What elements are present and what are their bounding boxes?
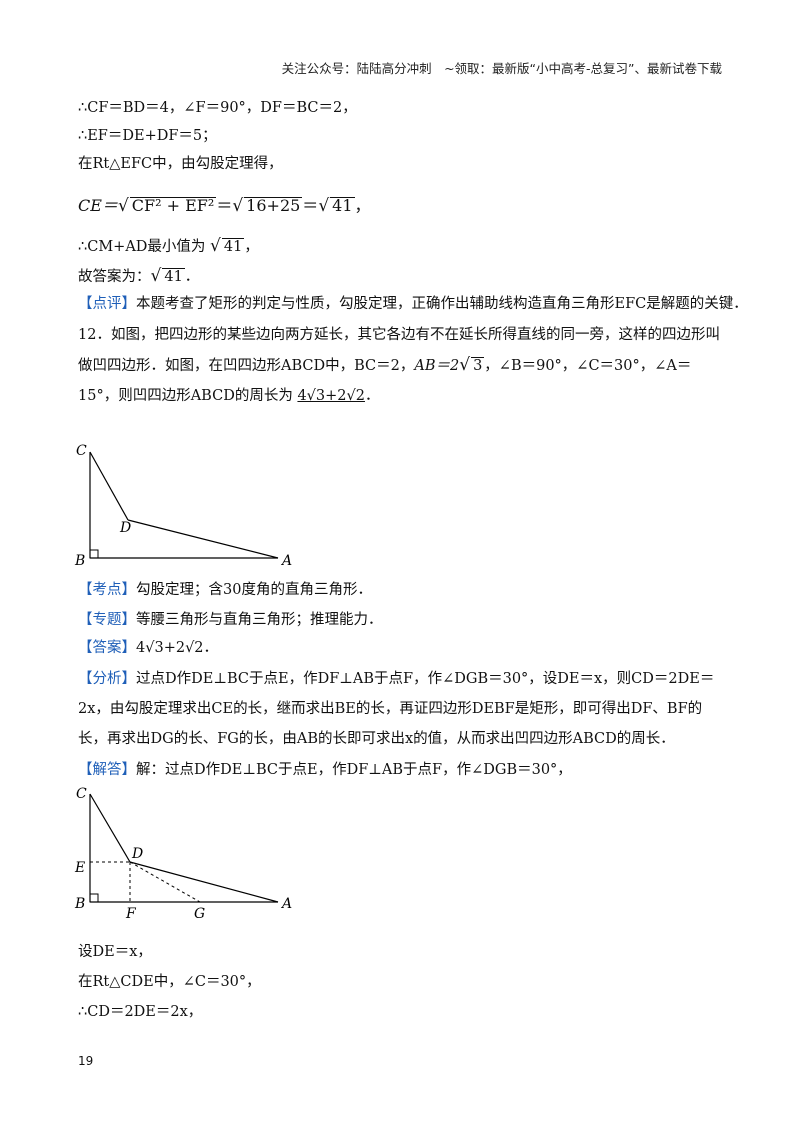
kaodian-tag: 【考点】	[78, 582, 136, 598]
fig1-label-c: C	[76, 443, 87, 459]
question-12-text-a: 12．如图，把四边形的某些边向两方延长，其它各边有不在延长所得直线的同一旁，这样…	[78, 327, 720, 374]
zhuanti-tag: 【专题】	[78, 612, 136, 628]
radicand-2: 16+25	[244, 196, 303, 215]
fig2-label-g: G	[194, 906, 205, 920]
comment-tag: 【点评】	[78, 296, 136, 312]
fig2-label-b: B	[74, 896, 85, 912]
step-3: ∴CD＝2DE＝2x，	[78, 1004, 203, 1020]
line-answer-rad: 41	[162, 268, 185, 285]
fig1-label-d: D	[119, 520, 131, 536]
jieda-text: 解：过点D作DE⊥BC于点E，作DF⊥AB于点F，作∠DGB＝30°，	[136, 762, 572, 778]
step-1: 设DE＝x，	[78, 944, 152, 960]
fig2-label-a: A	[280, 896, 292, 912]
line-min-text: ∴CM+AD最小值为	[78, 239, 206, 255]
page-number: 19	[78, 1054, 94, 1068]
question-12-ab: AB＝2	[414, 358, 460, 374]
fenxi-text: 过点D作DE⊥BC于点E，作DF⊥AB于点F，作∠DGB＝30°，设DE＝x，则…	[78, 671, 715, 747]
line-3: 在Rt△EFC中，由勾股定理得，	[78, 156, 283, 172]
radicand-1: CF² + EF²	[129, 196, 217, 215]
daan-tag: 【答案】	[78, 640, 136, 656]
question-12: 12．如图，把四边形的某些边向两方延长，其它各边有不在延长所得直线的同一旁，这样…	[78, 327, 720, 404]
question-12-text-b: ，∠B＝90°，∠C＝30°，∠A＝15°，则凹四边形ABCD的周长为	[78, 358, 692, 404]
line-2: ∴EF＝DE+DF＝5；	[78, 128, 217, 144]
daan-line: 【答案】4√3+2√2．	[78, 638, 218, 658]
question-12-answer: 4√3+2√2	[297, 388, 365, 404]
formula-ce-label: CE＝	[78, 196, 118, 215]
line-min: ∴CM+AD最小值为 √ 41，	[78, 236, 259, 256]
formula-ce: CE＝√ CF² + EF² ＝√ 16+25 ＝√ 41，	[78, 196, 371, 216]
line-answer-text: 故答案为：	[78, 269, 151, 285]
line-1: ∴CF＝BD＝4，∠F＝90°，DF＝BC＝2，	[78, 100, 357, 116]
daan-text: 4√3+2√2．	[136, 640, 219, 656]
fig2-label-e: E	[74, 860, 85, 876]
fenxi-block: 【分析】过点D作DE⊥BC于点E，作DF⊥AB于点F，作∠DGB＝30°，设DE…	[78, 664, 726, 754]
zhuanti-line: 【专题】等腰三角形与直角三角形；推理能力．	[78, 610, 383, 630]
fig2-label-d: D	[131, 846, 143, 862]
kaodian-text: 勾股定理；含30度角的直角三角形．	[136, 582, 372, 598]
fenxi-tag: 【分析】	[78, 671, 136, 687]
figure-2: C D E B F G A	[74, 786, 292, 920]
fig2-label-f: F	[125, 906, 137, 920]
question-12-ab-rad: 3	[471, 357, 485, 374]
kaodian-line: 【考点】勾股定理；含30度角的直角三角形．	[78, 580, 372, 600]
comment-text: 本题考查了矩形的判定与性质，勾股定理，正确作出辅助线构造直角三角形EFC是解题的…	[136, 296, 748, 312]
zhuanti-text: 等腰三角形与直角三角形；推理能力．	[136, 612, 383, 628]
jieda-line: 【解答】解：过点D作DE⊥BC于点E，作DF⊥AB于点F，作∠DGB＝30°，	[78, 760, 572, 780]
step-2: 在Rt△CDE中，∠C＝30°，	[78, 974, 261, 990]
line-min-rad: 41	[221, 238, 245, 255]
fig1-label-b: B	[74, 553, 85, 569]
radicand-3: 41	[330, 196, 355, 215]
jieda-tag: 【解答】	[78, 762, 136, 778]
fig2-label-c: C	[76, 786, 87, 802]
figure-1: C D B A	[74, 443, 292, 569]
page-header: 关注公众号：陆陆高分冲刺 ~领取：最新版“小中高考-总复习”、最新试卷下载	[281, 61, 722, 76]
comment-line: 【点评】本题考查了矩形的判定与性质，勾股定理，正确作出辅助线构造直角三角形EFC…	[78, 294, 748, 314]
line-answer: 故答案为：√ 41 ．	[78, 266, 200, 286]
fig1-label-a: A	[280, 553, 292, 569]
